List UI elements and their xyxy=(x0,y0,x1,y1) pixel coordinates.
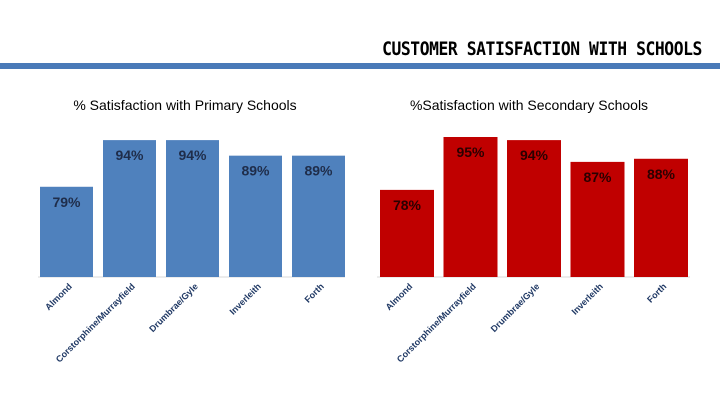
secondary-value-label-5: 88% xyxy=(647,166,676,182)
primary-chart-title: % Satisfaction with Primary Schools xyxy=(73,97,296,113)
primary-value-label-3: 94% xyxy=(178,147,207,163)
primary-category-label-1: Almond xyxy=(43,281,74,312)
primary-bar-3 xyxy=(166,140,219,277)
secondary-category-label-4: Inverleith xyxy=(570,281,605,316)
primary-bar-2 xyxy=(103,140,156,277)
secondary-bars: 78%Almond95%Corstorphine/Murrayfield94%D… xyxy=(380,137,688,364)
page-title: CUSTOMER SATISFACTION WITH SCHOOLS xyxy=(382,38,702,60)
primary-bar-4 xyxy=(229,155,282,277)
secondary-value-label-1: 78% xyxy=(393,197,422,213)
secondary-category-label-1: Almond xyxy=(384,281,415,312)
primary-category-label-4: Inverleith xyxy=(228,281,263,316)
secondary-bar-4 xyxy=(570,161,625,277)
secondary-category-label-3: Drumbrae/Gyle xyxy=(489,281,542,334)
primary-bar-1 xyxy=(40,186,93,277)
secondary-chart-title: %Satisfaction with Secondary Schools xyxy=(410,97,648,113)
title-rule xyxy=(0,63,720,69)
secondary-category-label-5: Forth xyxy=(645,281,668,304)
primary-bars: 79%Almond94%Corstorphine/Murrayfield94%D… xyxy=(40,140,345,364)
primary-category-label-3: Drumbrae/Gyle xyxy=(147,281,200,334)
primary-value-label-1: 79% xyxy=(52,194,81,210)
primary-value-label-4: 89% xyxy=(241,163,270,179)
primary-value-label-2: 94% xyxy=(115,147,144,163)
primary-category-label-5: Forth xyxy=(303,281,326,304)
secondary-value-label-3: 94% xyxy=(520,147,549,163)
secondary-bar-2 xyxy=(443,137,498,277)
secondary-bar-5 xyxy=(634,158,688,277)
primary-value-label-5: 89% xyxy=(304,163,333,179)
secondary-value-label-2: 95% xyxy=(456,144,485,160)
secondary-bar-3 xyxy=(507,140,561,277)
secondary-bar-1 xyxy=(380,189,434,277)
secondary-value-label-4: 87% xyxy=(583,169,612,185)
primary-bar-5 xyxy=(292,155,345,277)
